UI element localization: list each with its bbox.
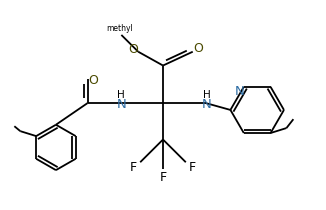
Text: methyl: methyl xyxy=(106,24,133,33)
Text: O: O xyxy=(128,43,138,56)
Text: H: H xyxy=(203,90,211,100)
Text: O: O xyxy=(193,42,203,55)
Text: F: F xyxy=(159,171,167,184)
Text: O: O xyxy=(89,74,98,87)
Text: F: F xyxy=(189,161,196,174)
Text: N: N xyxy=(235,85,245,98)
Text: N: N xyxy=(202,97,212,110)
Text: N: N xyxy=(116,97,126,110)
Text: F: F xyxy=(130,161,137,174)
Text: H: H xyxy=(117,90,125,100)
